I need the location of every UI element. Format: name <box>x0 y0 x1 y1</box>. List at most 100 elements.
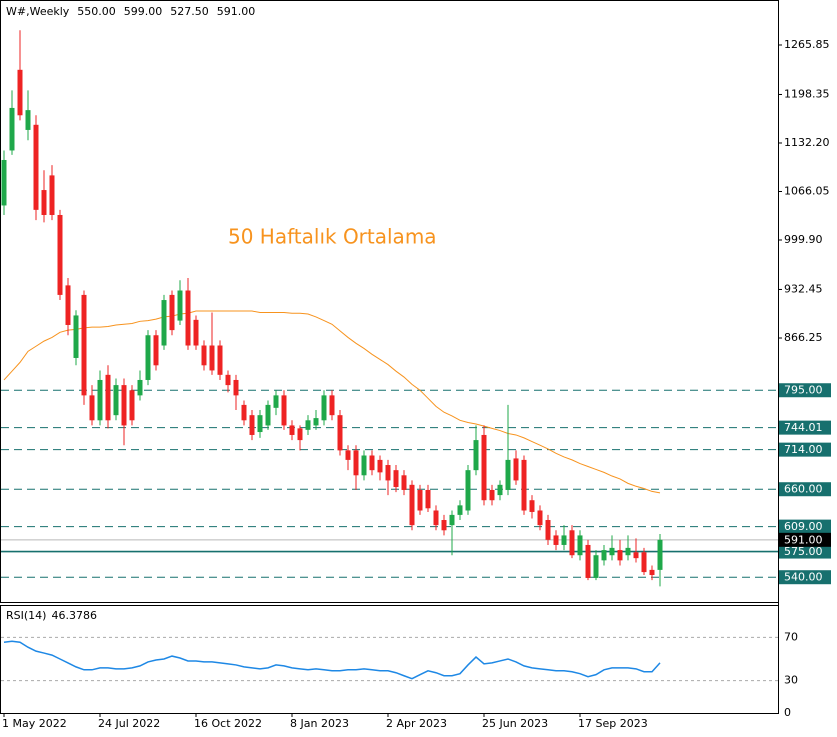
level-label: 744.01 <box>784 421 823 434</box>
x-tick-label: 1 May 2022 <box>2 717 67 730</box>
candle-body <box>505 459 511 490</box>
candle-body <box>57 214 63 295</box>
candle-body <box>129 390 135 421</box>
y-tick-label: 1198.35 <box>784 87 830 100</box>
candle-body <box>225 374 231 386</box>
candle-body <box>361 455 367 476</box>
candle-body <box>449 514 455 526</box>
x-tick-label: 16 Oct 2022 <box>194 717 262 730</box>
candle-body <box>569 530 575 556</box>
candle-body <box>617 550 623 561</box>
candle-body <box>425 489 431 509</box>
candle-body <box>497 484 503 496</box>
candle-body <box>481 434 487 501</box>
candle-body <box>233 379 239 396</box>
candle-body <box>201 345 207 366</box>
candle-body <box>353 450 359 476</box>
rsi-title: RSI(14) <box>6 609 46 622</box>
candle-body <box>545 520 551 540</box>
level-label-bg <box>779 442 831 457</box>
candle-body <box>257 415 263 433</box>
candle-body <box>113 385 119 416</box>
y-tick-label: 1265.85 <box>784 38 830 51</box>
level-label: 714.00 <box>784 443 823 456</box>
candle-body <box>41 190 47 215</box>
candle-body <box>49 175 55 215</box>
candle-body <box>433 510 439 526</box>
candle-body <box>369 455 375 471</box>
x-tick-label: 24 Jul 2022 <box>98 717 160 730</box>
y-tick-label: 1132.20 <box>784 136 830 149</box>
x-tick-label: 8 Jan 2023 <box>290 717 349 730</box>
level-label-bg <box>779 519 831 534</box>
level-label: 540.00 <box>784 571 823 584</box>
candle-body <box>345 450 351 460</box>
candle-body <box>441 520 447 531</box>
candle-body <box>473 440 479 471</box>
rsi-panel <box>0 605 779 714</box>
candle-body <box>249 415 255 435</box>
candle-body <box>513 458 519 481</box>
level-label-bg <box>779 570 831 585</box>
candle-body <box>177 290 183 321</box>
candle-body <box>305 420 311 430</box>
candle-body <box>577 535 583 556</box>
level-label-bg <box>779 482 831 497</box>
candle-body <box>273 395 279 408</box>
y-tick-label: 999.90 <box>784 233 823 246</box>
last-price-label: 591.00 <box>784 533 823 546</box>
candle-body <box>89 395 95 421</box>
header-ohlc: 527.50 <box>170 5 209 18</box>
candle-body <box>25 110 31 130</box>
candle-body <box>145 335 151 380</box>
level-label-bg <box>779 383 831 398</box>
candle-body <box>521 459 527 511</box>
y-tick-label: 1066.05 <box>784 184 830 197</box>
level-label: 795.00 <box>784 384 823 397</box>
candle-body <box>649 569 655 576</box>
candle-body <box>385 465 391 481</box>
candle-body <box>625 547 631 556</box>
y-tick-label: 932.45 <box>784 282 823 295</box>
candle-body <box>9 107 15 151</box>
header-ohlc: 591.00 <box>217 5 256 18</box>
candle-body <box>73 315 79 358</box>
candle-body <box>601 550 607 561</box>
rsi-header: RSI(14) 46.3786 <box>6 609 97 622</box>
candle-body <box>457 505 463 515</box>
x-tick-label: 2 Apr 2023 <box>386 717 447 730</box>
header-ohlc: 599.00 <box>124 5 163 18</box>
candle-body <box>337 415 343 451</box>
candle-body <box>289 425 295 435</box>
rsi-tick-label: 70 <box>784 630 798 643</box>
candle-body <box>153 335 159 366</box>
candle-body <box>537 510 543 526</box>
candle-body <box>561 535 567 545</box>
candle-body <box>281 395 287 426</box>
candle-body <box>529 500 535 512</box>
candle-body <box>633 552 639 559</box>
main-panel <box>0 0 779 603</box>
x-tick-label: 25 Jun 2023 <box>482 717 548 730</box>
candle-body <box>377 459 383 473</box>
candle-body <box>417 489 423 511</box>
level-label-bg <box>779 544 831 559</box>
candle-body <box>33 124 39 210</box>
x-tick-label: 17 Sep 2023 <box>578 717 648 730</box>
candle-body <box>1 159 7 206</box>
level-label: 575.00 <box>784 545 823 558</box>
candle-body <box>81 294 87 396</box>
candle-body <box>329 395 335 416</box>
moving-average <box>3 310 661 494</box>
candle-body <box>185 290 191 346</box>
candle-body <box>593 555 599 578</box>
candle-body <box>217 345 223 375</box>
header-ohlc: 550.00 <box>77 5 116 18</box>
level-label-bg <box>779 420 831 435</box>
candle-body <box>169 294 175 331</box>
candle-body <box>17 69 23 116</box>
candle-body <box>137 379 143 396</box>
rsi-tick-label: 30 <box>784 674 798 687</box>
